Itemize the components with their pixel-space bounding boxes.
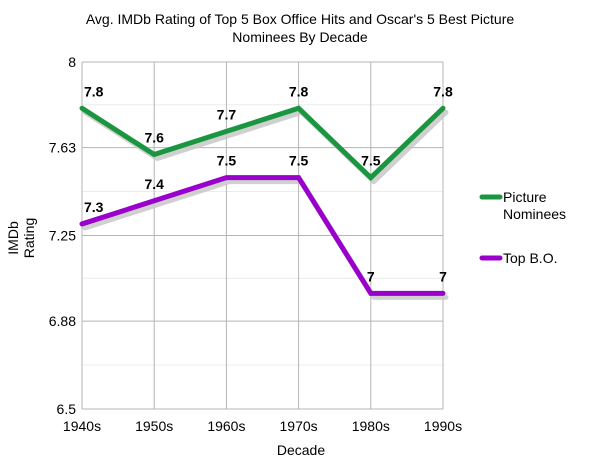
data-label: 7.8: [84, 83, 104, 99]
y-tick-label: 6.88: [49, 313, 76, 329]
data-label: 7.5: [217, 153, 237, 169]
legend-label-picture-nominees-line1: Picture: [503, 189, 547, 205]
series-line: [79, 175, 446, 296]
series-layer: [79, 105, 449, 300]
x-tick-label: 1940s: [63, 418, 101, 434]
x-axis-label: Decade: [277, 442, 325, 458]
y-axis-label-line2: Rating: [21, 218, 37, 258]
data-label: 7.6: [144, 130, 164, 146]
x-axis-ticks: 1940s 1950s 1960s 1970s 1980s 1990s: [63, 418, 462, 434]
series-line: [79, 105, 446, 182]
legend-label-top-bo: Top B.O.: [503, 250, 557, 266]
data-label: 7.5: [361, 153, 381, 169]
data-labels: 7.8 7.6 7.7 7.8 7.5 7.8 7.3 7.4 7.5 7.5 7 7: [84, 83, 453, 284]
data-label: 7.7: [217, 106, 237, 122]
data-label: 7.8: [433, 83, 453, 99]
data-label: 7: [439, 268, 447, 284]
y-tick-label: 8: [68, 54, 76, 70]
y-axis-ticks: 8 7.63 7.25 6.88 6.5: [49, 54, 76, 417]
y-tick-label: 7.63: [49, 140, 76, 156]
chart-title-line1: Avg. IMDb Rating of Top 5 Box Office Hit…: [86, 11, 515, 27]
series-shadow: [82, 179, 449, 300]
legend: Picture Nominees Top B.O.: [479, 189, 566, 266]
data-label: 7.5: [289, 153, 309, 169]
y-tick-label: 6.5: [57, 401, 77, 417]
x-tick-label: 1980s: [352, 418, 390, 434]
x-tick-label: 1950s: [135, 418, 173, 434]
legend-label-picture-nominees-line2: Nominees: [503, 206, 566, 222]
grid-lines: [81, 61, 444, 410]
y-tick-label: 7.25: [49, 228, 76, 244]
data-label: 7.3: [84, 199, 104, 215]
y-axis-label-line1: IMDb: [5, 221, 21, 255]
data-label: 7.8: [289, 83, 309, 99]
x-tick-label: 1990s: [424, 418, 462, 434]
x-tick-label: 1960s: [207, 418, 245, 434]
chart-title-line2: Nominees By Decade: [232, 29, 368, 45]
data-label: 7.4: [144, 176, 164, 192]
x-tick-label: 1970s: [280, 418, 318, 434]
data-label: 7: [367, 268, 375, 284]
